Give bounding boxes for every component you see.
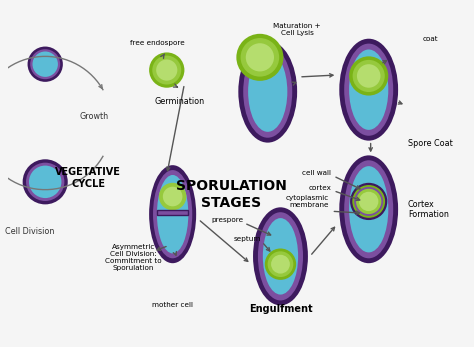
Ellipse shape xyxy=(237,34,283,81)
Ellipse shape xyxy=(33,51,58,77)
Ellipse shape xyxy=(29,166,62,198)
Ellipse shape xyxy=(30,49,60,79)
Ellipse shape xyxy=(344,160,393,258)
Text: SPORULATION
STAGES: SPORULATION STAGES xyxy=(176,179,287,210)
Ellipse shape xyxy=(357,64,381,88)
Ellipse shape xyxy=(349,50,388,130)
Ellipse shape xyxy=(344,44,393,136)
Ellipse shape xyxy=(339,155,398,263)
Ellipse shape xyxy=(253,207,308,305)
Ellipse shape xyxy=(359,192,378,211)
Ellipse shape xyxy=(356,189,382,214)
Text: cell wall: cell wall xyxy=(302,170,331,176)
Ellipse shape xyxy=(149,165,196,263)
Ellipse shape xyxy=(350,183,387,220)
Text: Cortex
Formation: Cortex Formation xyxy=(408,200,449,219)
Ellipse shape xyxy=(246,43,274,71)
Ellipse shape xyxy=(349,166,388,252)
Bar xyxy=(157,210,188,215)
Ellipse shape xyxy=(349,56,388,95)
Text: coat: coat xyxy=(423,36,438,42)
Text: cytoplasmic
membrane: cytoplasmic membrane xyxy=(285,195,328,208)
Ellipse shape xyxy=(23,159,68,204)
Ellipse shape xyxy=(265,248,296,280)
Text: free endospore: free endospore xyxy=(129,40,184,45)
Ellipse shape xyxy=(152,56,181,85)
Ellipse shape xyxy=(271,255,290,273)
Text: Engulfment: Engulfment xyxy=(249,304,312,314)
Ellipse shape xyxy=(243,45,292,138)
Text: septum: septum xyxy=(234,236,261,242)
Ellipse shape xyxy=(354,187,383,216)
Ellipse shape xyxy=(268,251,293,277)
Text: Germination: Germination xyxy=(155,98,205,107)
Ellipse shape xyxy=(248,51,287,132)
Ellipse shape xyxy=(27,46,63,82)
Ellipse shape xyxy=(241,38,279,77)
Text: Spore Coat: Spore Coat xyxy=(408,138,453,147)
Text: prespore: prespore xyxy=(211,217,243,223)
Ellipse shape xyxy=(153,170,192,258)
Ellipse shape xyxy=(352,185,385,218)
Ellipse shape xyxy=(353,60,385,92)
Text: Maturation +
Cell Lysis: Maturation + Cell Lysis xyxy=(273,23,321,36)
Ellipse shape xyxy=(258,212,303,301)
Ellipse shape xyxy=(26,163,64,201)
Ellipse shape xyxy=(159,183,186,210)
Ellipse shape xyxy=(149,52,184,88)
Text: Asymmetric
Cell Division:
Commitment to
Sporulation: Asymmetric Cell Division: Commitment to … xyxy=(105,244,162,271)
Ellipse shape xyxy=(238,41,297,143)
Ellipse shape xyxy=(163,187,182,206)
Ellipse shape xyxy=(263,218,298,295)
Text: Growth: Growth xyxy=(80,112,109,121)
Ellipse shape xyxy=(156,59,177,81)
Text: cortex: cortex xyxy=(309,185,331,191)
Ellipse shape xyxy=(157,175,188,253)
Text: mother cell: mother cell xyxy=(152,302,193,308)
Text: VEGETATIVE
CYCLE: VEGETATIVE CYCLE xyxy=(55,167,121,189)
Text: Cell Division: Cell Division xyxy=(5,227,54,236)
Ellipse shape xyxy=(339,39,398,141)
